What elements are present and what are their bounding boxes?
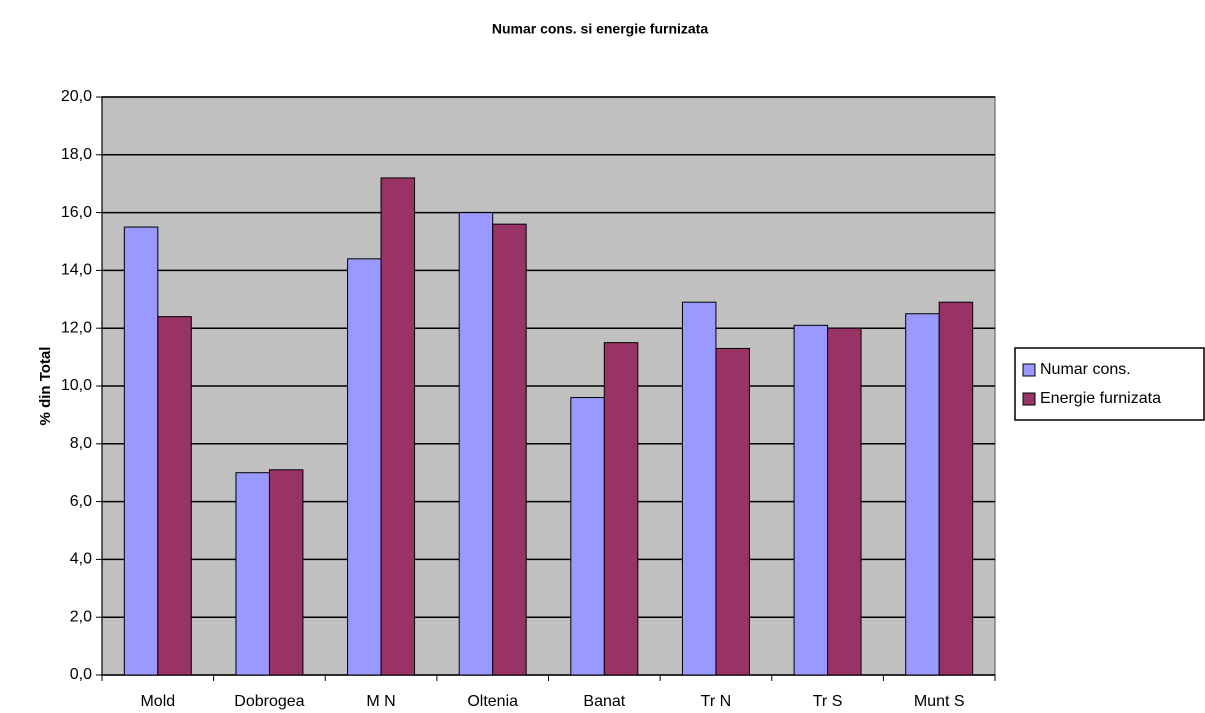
y-tick-label: 14,0 [61, 262, 92, 279]
chart-title: Numar cons. si energie furnizata [492, 21, 708, 37]
y-tick-label: 18,0 [61, 146, 92, 163]
y-tick-label: 20,0 [61, 88, 92, 105]
bar [938, 301, 974, 676]
y-tick-label: 8,0 [70, 435, 92, 452]
legend-label: Energie furnizata [1040, 390, 1161, 407]
y-axis-label: % din Total [37, 347, 54, 426]
y-tick-label: 0,0 [70, 666, 92, 683]
x-tick-label: Munt S [914, 693, 965, 710]
bar [827, 327, 862, 676]
y-tick-label: 12,0 [61, 319, 92, 336]
bar [347, 258, 382, 676]
bar [570, 397, 605, 676]
bar [492, 223, 527, 676]
x-tick-label: Tr S [813, 693, 843, 710]
x-tick-label: M N [366, 693, 395, 710]
bar [268, 469, 304, 676]
bar [715, 347, 750, 676]
x-tick-label: Tr N [701, 693, 732, 710]
y-tick-label: 10,0 [61, 377, 92, 394]
bar [380, 177, 416, 676]
y-tick-label: 4,0 [70, 551, 92, 568]
bar [458, 212, 494, 676]
y-tick-label: 2,0 [70, 608, 92, 625]
bar [157, 316, 192, 676]
x-tick-label: Mold [140, 693, 175, 710]
legend-label: Numar cons. [1040, 361, 1131, 378]
y-tick-label: 6,0 [70, 493, 92, 510]
x-tick-label: Banat [583, 693, 625, 710]
bar [681, 301, 717, 676]
legend-swatch [1022, 363, 1036, 377]
bar [235, 472, 270, 676]
bar [123, 226, 159, 676]
bar [603, 342, 639, 676]
legend-swatch [1022, 392, 1036, 406]
x-tick-label: Oltenia [467, 693, 518, 710]
legend-box [1014, 347, 1205, 421]
y-tick-label: 16,0 [61, 204, 92, 221]
bar [905, 313, 940, 676]
bar [793, 324, 829, 676]
x-tick-label: Dobrogea [234, 693, 304, 710]
